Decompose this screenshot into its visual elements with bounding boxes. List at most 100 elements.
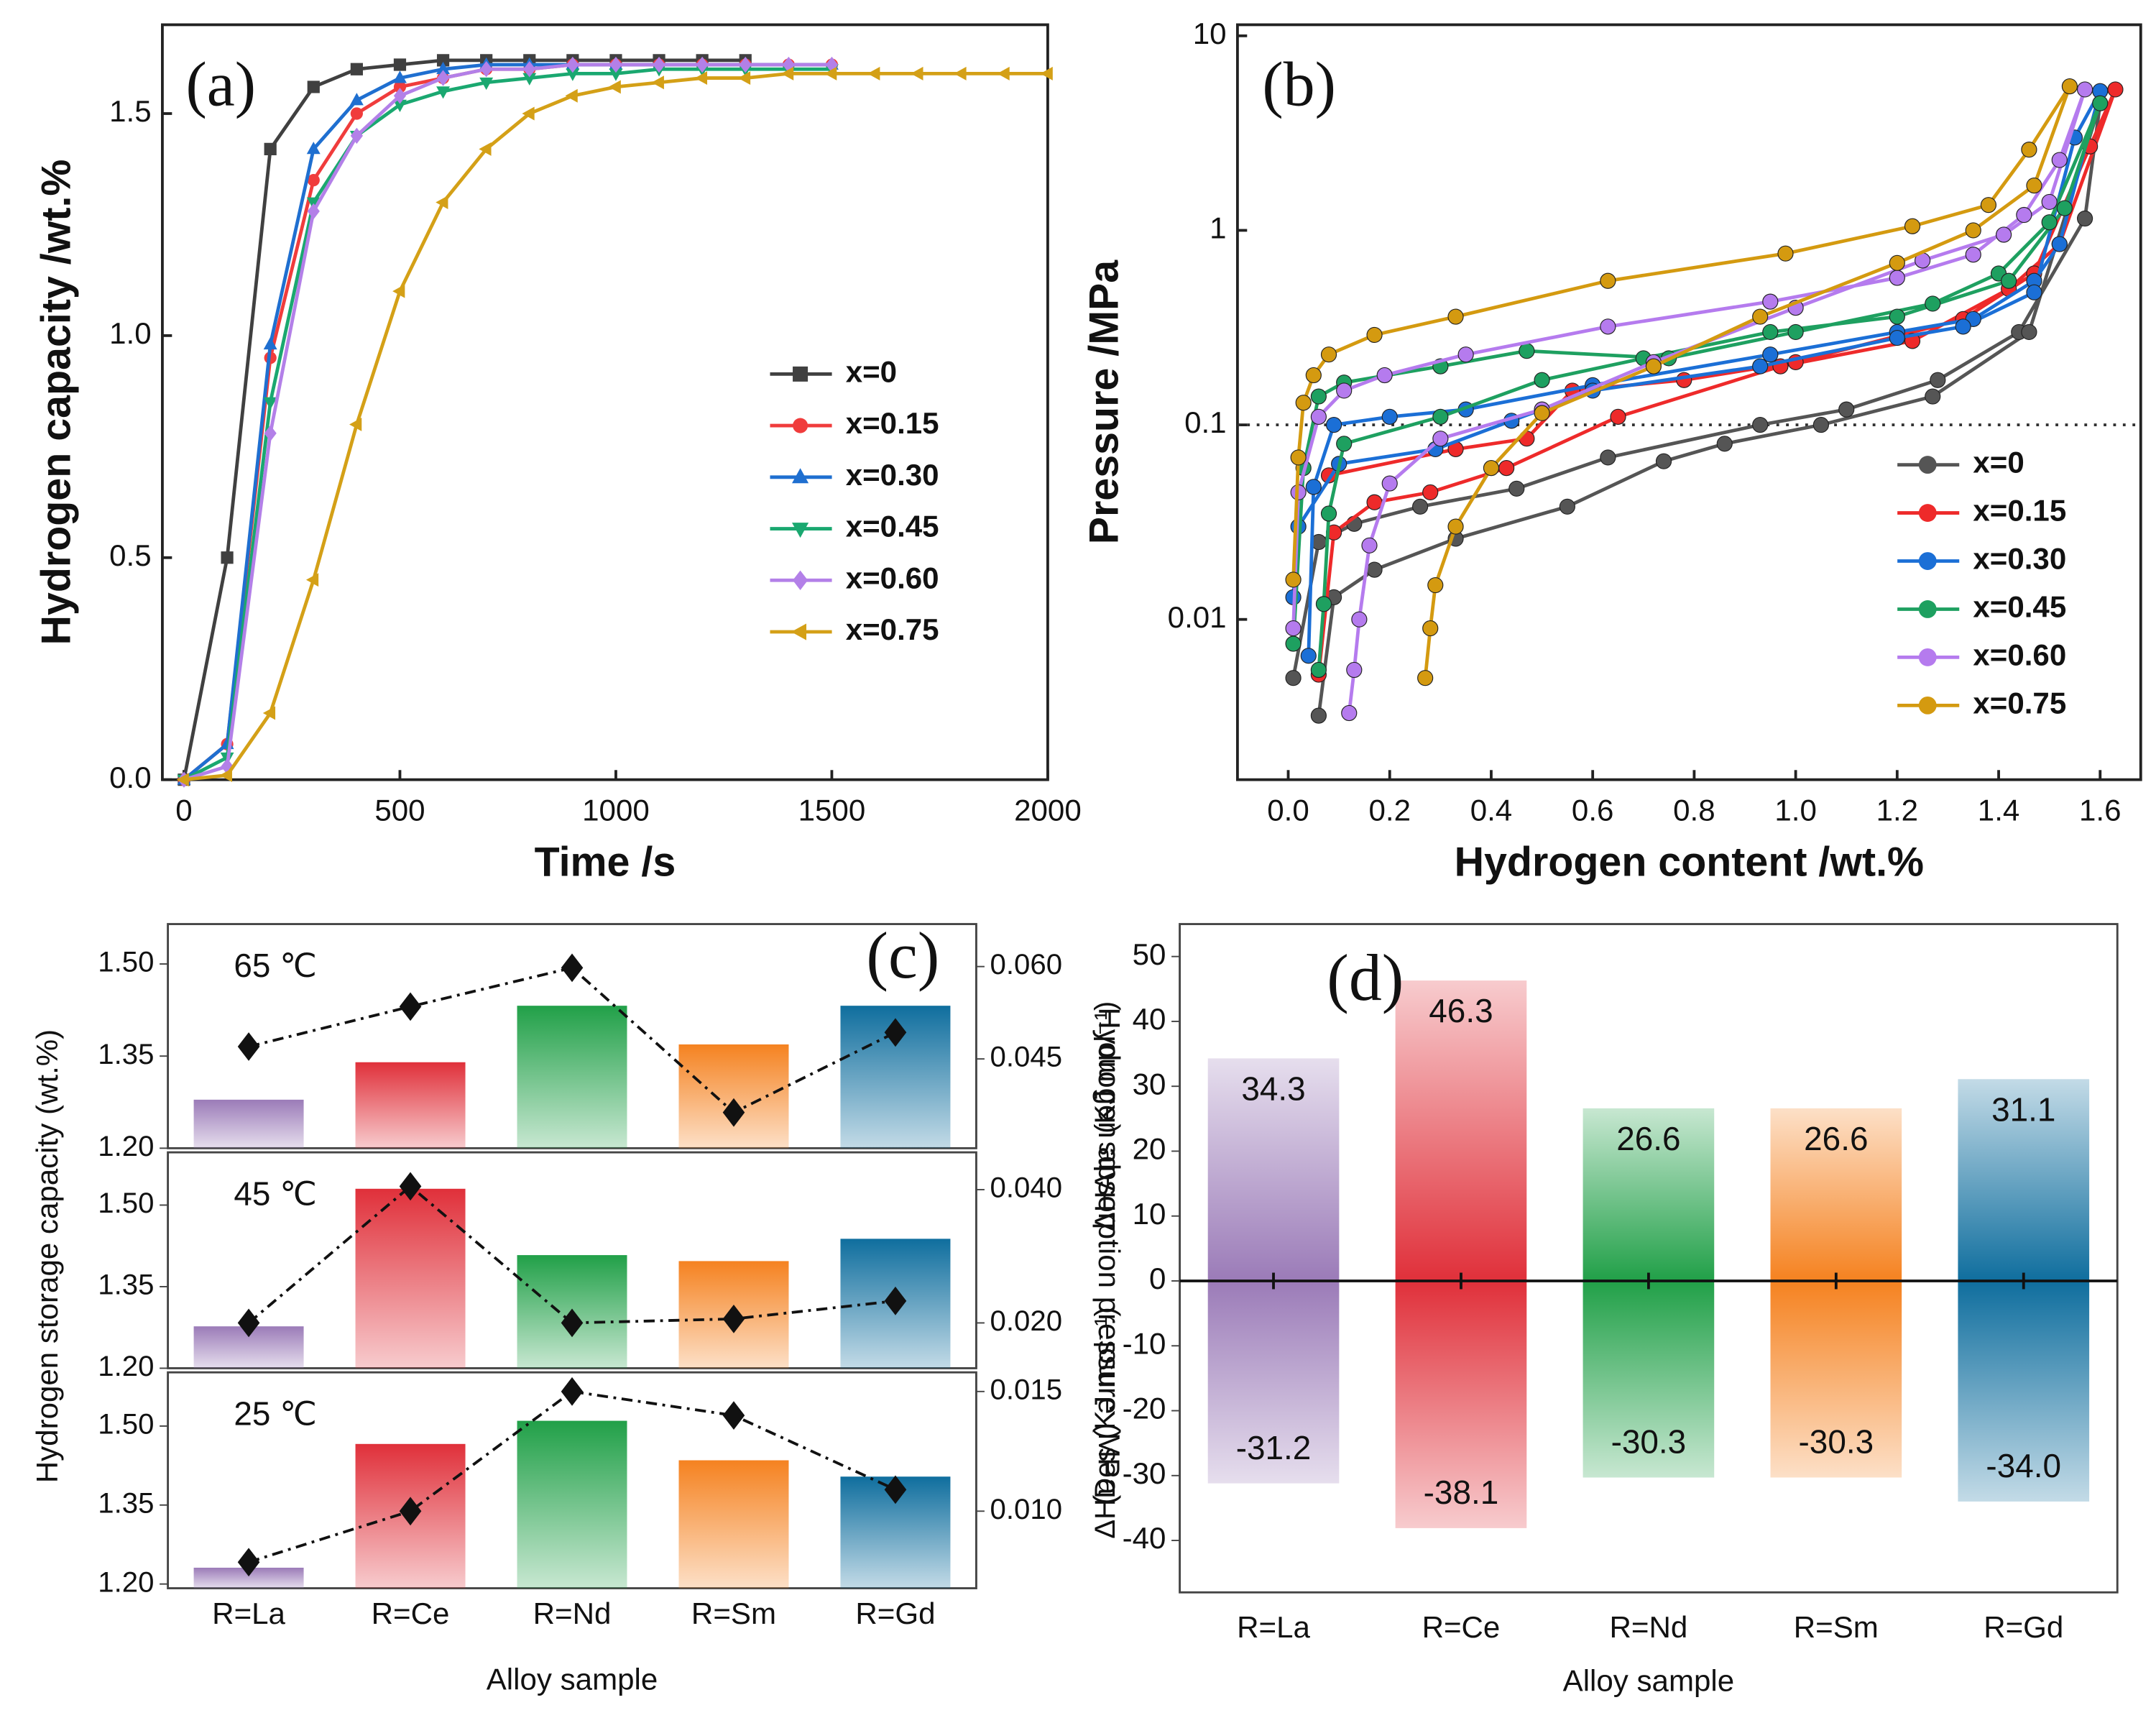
data-point	[1534, 405, 1550, 421]
legend-label: x=0.75	[1973, 686, 2066, 720]
data-point	[349, 417, 362, 431]
data-point	[1762, 293, 1779, 310]
data-point	[436, 54, 450, 67]
x-tick-label: R=Gd	[855, 1596, 935, 1630]
data-point	[2092, 95, 2109, 111]
y-tick-label: 40	[1133, 1002, 1166, 1036]
value-label: -38.1	[1424, 1474, 1499, 1511]
x-tick-label: R=La	[1237, 1610, 1310, 1644]
y-tick-label: 10	[1133, 1197, 1166, 1231]
y-tick-label: -40	[1123, 1521, 1166, 1555]
x-tick-label: 0.8	[1673, 794, 1715, 827]
pressure-point	[884, 1475, 907, 1504]
data-point	[262, 706, 276, 720]
x-tick-label: 1500	[798, 794, 866, 827]
data-point	[1300, 648, 1317, 664]
data-point	[566, 68, 580, 81]
bar	[1207, 1280, 1340, 1484]
x-tick-label: 0.2	[1368, 794, 1411, 827]
x-tick-label: 1.6	[2079, 794, 2122, 827]
data-point	[1285, 635, 1302, 652]
data-point	[2041, 193, 2058, 210]
data-point	[1432, 408, 1449, 425]
x-tick-label: 0.4	[1470, 794, 1513, 827]
x-tick-label: 2000	[1014, 794, 1082, 827]
y-tick-label: 0.1	[1184, 405, 1227, 439]
y-tick-label: 0.0	[109, 761, 152, 794]
y-tick-label: 1.35	[98, 1269, 154, 1301]
y-tick-label: 1.50	[98, 1187, 154, 1219]
data-point	[1925, 388, 1941, 405]
value-label: 26.6	[1804, 1120, 1868, 1157]
data-point	[1752, 417, 1769, 433]
legend-label: x=0.75	[846, 612, 939, 646]
data-point	[1320, 346, 1337, 363]
legend-marker	[793, 570, 808, 590]
data-point	[1381, 408, 1398, 425]
data-point	[1965, 247, 1981, 263]
y2-tick-label: 0.020	[990, 1305, 1063, 1337]
data-point	[1432, 431, 1449, 447]
data-point	[1762, 323, 1779, 340]
data-point	[2026, 178, 2042, 194]
data-point	[1600, 318, 1616, 335]
y-axis-label: Hydrogen storage capacity (wt.%)	[30, 1029, 64, 1483]
data-point	[1889, 330, 1905, 346]
bar	[1395, 980, 1527, 1281]
legend-marker	[791, 623, 806, 640]
data-point	[2026, 284, 2042, 300]
pressure-point	[237, 1308, 260, 1338]
y-tick-label: 1.35	[98, 1038, 154, 1070]
data-point	[1559, 498, 1575, 515]
data-point	[867, 66, 880, 81]
data-point	[436, 196, 448, 210]
data-point	[1610, 408, 1626, 425]
panel-label: (d)	[1327, 941, 1404, 1014]
y-tick-label: 1.5	[109, 94, 152, 128]
data-point	[1889, 270, 1905, 286]
data-point	[2001, 272, 2017, 289]
data-point	[1812, 417, 1830, 433]
data-point	[737, 71, 751, 86]
data-point	[1040, 66, 1053, 81]
data-point	[2051, 236, 2068, 252]
data-point	[609, 68, 623, 81]
legend-label: x=0	[1973, 446, 2024, 479]
y-tick-label: 1	[1210, 211, 1226, 245]
bar	[355, 1188, 466, 1369]
x-axis-label: Hydrogen content /wt.%	[1455, 839, 1924, 885]
pressure-point	[722, 1304, 745, 1333]
data-point	[1427, 577, 1444, 594]
x-tick-label: R=Ce	[1422, 1610, 1501, 1644]
data-point	[696, 56, 709, 73]
bar	[517, 1420, 627, 1589]
pressure-point	[561, 1308, 584, 1338]
y-axis-label: Pressure /MPa	[1081, 259, 1127, 545]
x-axis-label: Alloy sample	[487, 1663, 658, 1696]
y2-tick-label: 0.045	[990, 1041, 1063, 1073]
panel-temperature: 45 ℃	[234, 1175, 316, 1212]
bar	[1395, 1280, 1527, 1528]
y-tick-label: 50	[1133, 937, 1166, 971]
panel-label: (c)	[866, 919, 939, 992]
series-line	[183, 63, 832, 781]
data-point	[1645, 358, 1662, 375]
y-tick-label: 1.50	[98, 946, 154, 978]
data-point	[1762, 346, 1779, 363]
bar	[1958, 1079, 2090, 1281]
data-point	[479, 142, 492, 156]
bar	[1770, 1108, 1902, 1281]
bar	[517, 1006, 627, 1149]
data-point	[1752, 358, 1769, 375]
data-point	[1457, 346, 1474, 363]
series-line	[183, 63, 832, 781]
data-point	[1341, 704, 1358, 722]
value-label: -30.3	[1611, 1423, 1687, 1461]
data-point	[1310, 408, 1327, 425]
y2-axis-label: Hydrogen absorption pressure (MPa)	[1092, 1007, 1126, 1504]
pressure-point	[237, 1032, 260, 1061]
data-point	[1336, 382, 1353, 399]
data-point	[307, 81, 320, 93]
data-point	[1346, 661, 1363, 678]
series-line	[1291, 88, 2087, 714]
